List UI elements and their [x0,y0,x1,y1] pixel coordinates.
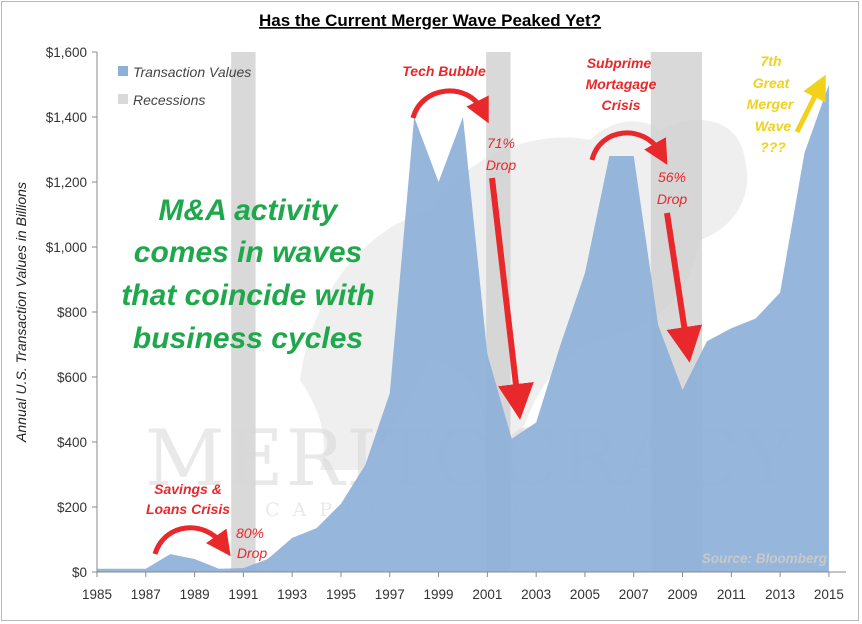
data-point-2010 [706,340,708,342]
legend-label-transaction-values: Transaction Values [133,64,251,80]
data-point-2008 [657,324,659,326]
data-point-1995 [340,503,342,505]
data-point-1990 [218,568,220,570]
main-message-line4: business cycles [133,322,363,355]
x-tick-label: 1993 [277,587,307,602]
arrow-drop-56 [664,212,703,363]
annotation-savings-loans-line1: Savings & [154,481,222,497]
data-point-1993 [291,537,293,539]
legend-swatch-transaction-values [118,66,128,76]
arrow-subprime [589,130,668,166]
data-point-1994 [315,527,317,529]
data-point-2012 [755,317,757,319]
arrow-tech-bubble [410,88,489,124]
annotation-tech-bubble: Tech Bubble [402,63,486,79]
y-axis-label: Annual U.S. Transaction Values in Billio… [13,182,29,443]
x-tick-label: 2007 [619,587,649,602]
x-tick-label: 1997 [375,587,405,602]
y-tick-label: $200 [57,500,87,515]
data-point-2006 [608,155,610,157]
x-tick-label: 2013 [765,587,795,602]
x-tick-label: 1999 [424,587,454,602]
data-point-2002 [511,438,513,440]
annotation-drop-80-line1: 80% [236,525,264,541]
source-note: Source: Bloomberg [702,551,828,566]
x-tick-label: 2011 [717,587,746,602]
annotation-drop-56-line1: 56% [658,169,686,185]
x-tick-label: 1995 [326,587,356,602]
arrow-7th-wave [794,74,826,134]
x-tick-label: 2001 [472,587,502,602]
annotation-7th-wave-line1: 7th [761,53,782,69]
data-point-2015 [828,83,830,85]
y-tick-label: $1,400 [46,110,87,125]
legend: Transaction Values Recessions [118,64,251,108]
annotation-drop-71-line2: Drop [486,157,517,173]
transaction-area [97,83,830,572]
data-point-1987 [145,568,147,570]
annotation-7th-wave-line3: Merger [747,96,795,112]
data-point-1996 [364,464,366,466]
data-point-2004 [559,343,561,345]
arrow-drop-71 [489,177,534,420]
x-tick-label: 1989 [180,587,210,602]
y-tick-label: $400 [57,435,87,450]
series-area-transaction-values [97,84,829,572]
main-message-line3: that coincide with [121,279,374,312]
recession-band [231,52,256,572]
y-tick-label: $1,600 [46,45,87,60]
annotation-drop-80-line2: Drop [237,545,268,561]
x-tick-label: 1985 [82,587,112,602]
annotation-savings-loans-line2: Loans Crisis [146,501,230,517]
data-point-2007 [633,155,635,157]
data-point-1988 [169,553,171,555]
y-tick-label: $1,200 [46,175,87,190]
data-point-2013 [779,291,781,293]
data-point-1986 [120,568,122,570]
data-point-2009 [681,389,683,391]
data-point-2011 [730,327,732,329]
x-tick-label: 1991 [228,587,258,602]
main-message-line1: M&A activity [159,194,339,227]
annotation-drop-71-line1: 71% [487,135,515,151]
annotation-subprime-line3: Crisis [602,97,641,113]
chart-title: Has the Current Merger Wave Peaked Yet? [259,11,601,30]
data-point-2005 [584,272,586,274]
data-point-2014 [803,152,805,154]
x-tick-label: 1987 [131,587,161,602]
annotation-drop-56-line2: Drop [657,191,688,207]
x-tick-label: 2005 [570,587,600,602]
data-point-1999 [437,181,439,183]
y-tick-label: $800 [57,305,87,320]
legend-swatch-recessions [118,94,128,104]
y-tick-labels: $0 $200 $400 $600 $800 $1,000 $1,200 $1,400 $1,6… [46,45,87,580]
data-point-2001 [486,353,488,355]
axes [92,51,846,577]
y-tick-label: $1,000 [46,240,87,255]
arrow-savings-loans [152,525,231,557]
data-point-1989 [193,558,195,560]
legend-label-recessions: Recessions [133,92,205,108]
data-point-1997 [389,392,391,394]
data-point-2003 [535,421,537,423]
x-tick-labels: 1985 1987 1989 1991 1993 1995 1997 1999 2001 2003… [82,587,844,602]
annotations: Savings & Loans Crisis 80% Drop Tech Bub… [121,53,827,566]
annotation-subprime-line2: Mortagage [586,76,657,92]
y-tick-label: $0 [72,565,87,580]
data-point-2000 [462,116,464,118]
main-message-line2: comes in waves [134,236,362,269]
x-tick-label: 2003 [521,587,551,602]
annotation-7th-wave-line5: ??? [760,139,786,155]
annotation-7th-wave-line4: Wave [755,118,792,134]
data-point-1991 [242,567,244,569]
x-tick-label: 2009 [668,587,698,602]
x-tick-label: 2015 [814,587,844,602]
annotation-7th-wave-line2: Great [753,75,791,91]
annotation-subprime-line1: Subprime [587,55,652,71]
y-tick-label: $600 [57,370,87,385]
